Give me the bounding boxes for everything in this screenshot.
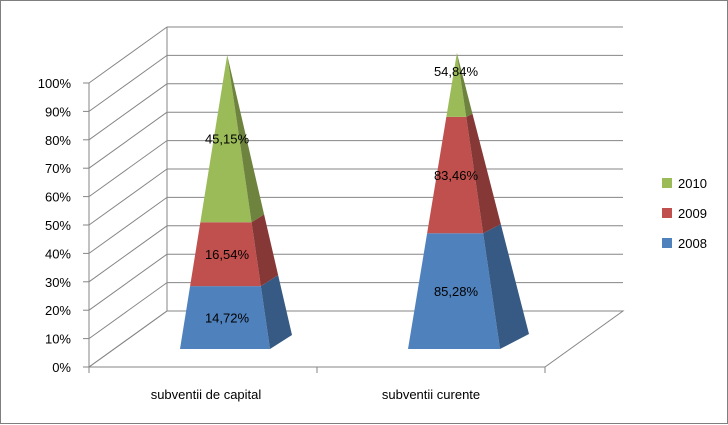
pyramid-segment-front [427, 116, 484, 234]
pyramid-segment-front [408, 233, 500, 349]
side-wall-line [88, 54, 168, 112]
data-label: 45,15% [205, 132, 250, 147]
y-tick-label: 30% [45, 275, 71, 290]
legend-swatch [662, 238, 672, 248]
pyramid-segment-side [251, 214, 279, 287]
side-wall-line [88, 140, 168, 198]
pyramid-segment-front [200, 55, 252, 223]
y-tick-label: 10% [45, 332, 71, 347]
y-tick-label: 40% [45, 246, 71, 261]
y-tick-label: 70% [45, 161, 71, 176]
data-label: 83,46% [434, 168, 479, 183]
x-category-label: subventii curente [382, 387, 480, 402]
y-tick-label: 0% [52, 360, 71, 375]
data-label: 54,84% [434, 64, 479, 79]
pyramid-segment-side [466, 113, 501, 234]
chart-floor [88, 310, 625, 368]
pyramid-segment-side [483, 224, 529, 349]
x-category-label: subventii de capital [151, 387, 262, 402]
y-tick-label: 80% [45, 133, 71, 148]
pyramid-segment-front [190, 222, 261, 287]
y-tick-label: 100% [38, 76, 72, 91]
data-label: 16,54% [205, 247, 250, 262]
side-wall-line [88, 225, 168, 283]
y-tick-label: 50% [45, 218, 71, 233]
side-wall-line [88, 168, 168, 226]
side-wall-line [88, 253, 168, 311]
y-tick-label: 60% [45, 190, 71, 205]
side-wall-line [88, 282, 168, 340]
side-wall-line [88, 26, 168, 84]
side-wall-line [88, 111, 168, 169]
legend-swatch [662, 178, 672, 188]
y-tick-label: 20% [45, 303, 71, 318]
legend-label: 2008 [678, 236, 707, 251]
legend-swatch [662, 208, 672, 218]
pyramid-segment-front [446, 53, 467, 117]
side-wall-line [88, 196, 168, 254]
pyramid-segment-side [456, 53, 473, 117]
pyramid-segment-side [227, 55, 265, 223]
y-tick-label: 90% [45, 104, 71, 119]
legend-label: 2010 [678, 176, 707, 191]
data-label: 14,72% [205, 311, 250, 326]
pyramid-segment-front [180, 286, 270, 349]
legend-label: 2009 [678, 206, 707, 221]
data-label: 85,28% [434, 284, 479, 299]
pyramid-segment-side [260, 275, 292, 349]
side-wall-line [88, 83, 168, 141]
